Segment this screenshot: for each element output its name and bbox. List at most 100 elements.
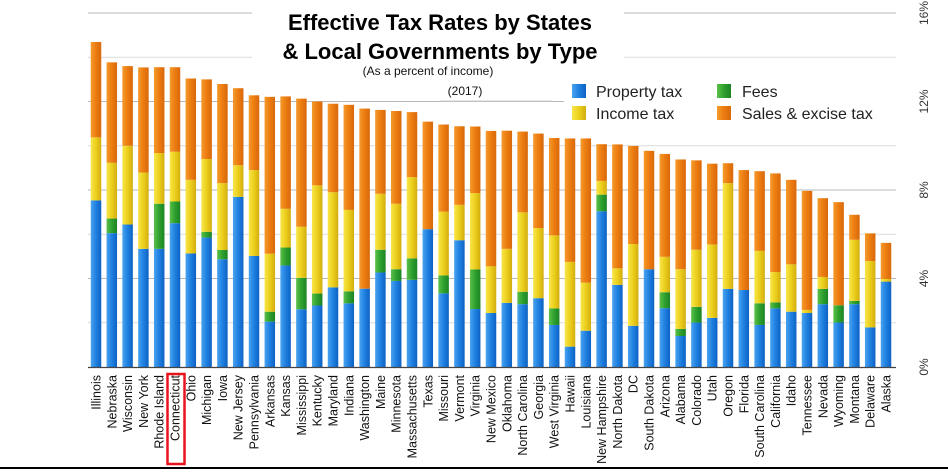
bar-stack-california	[770, 173, 781, 367]
bar-segment-property-tax	[90, 200, 102, 367]
title-background	[252, 4, 624, 94]
bar-segment-sales-excise-tax	[138, 67, 149, 173]
x-tick-label: Kentucky	[311, 374, 325, 426]
bar-segment-fees	[770, 302, 781, 309]
bar-segment-sales-excise-tax	[264, 96, 276, 254]
bar-segment-income-tax	[691, 249, 702, 307]
bar-segment-income-tax	[517, 212, 528, 292]
x-tick-label: Nebraska	[105, 375, 119, 429]
y-tick-label: 12%	[917, 89, 931, 113]
bar-stack-iowa	[217, 84, 228, 367]
bar-segment-income-tax	[612, 268, 623, 285]
bar-segment-sales-excise-tax	[722, 163, 734, 184]
bar-segment-sales-excise-tax	[864, 233, 876, 262]
bar-stack-virginia	[469, 126, 481, 367]
x-tick-label: Iowa	[216, 375, 230, 401]
bar-stack-indiana	[343, 104, 355, 367]
x-tick-label: Michigan	[200, 375, 214, 425]
bar-segment-property-tax	[517, 304, 528, 367]
x-tick-label: New Jersey	[232, 374, 246, 440]
bar-segment-sales-excise-tax	[406, 112, 418, 178]
bar-segment-income-tax	[138, 172, 149, 249]
bar-segment-sales-excise-tax	[785, 179, 797, 265]
bar-segment-property-tax	[280, 265, 291, 367]
bar-segment-property-tax	[422, 229, 434, 367]
x-tick-label: North Dakota	[611, 375, 625, 449]
x-tick-label: South Carolina	[753, 375, 767, 458]
x-tick-label: Colorado	[690, 375, 704, 426]
bar-segment-property-tax	[722, 288, 734, 367]
highlight-box	[166, 372, 186, 466]
bar-segment-income-tax	[770, 272, 781, 303]
bar-segment-fees	[406, 258, 418, 280]
bar-segment-property-tax	[801, 313, 813, 367]
bar-segment-income-tax	[406, 177, 418, 259]
bar-segment-sales-excise-tax	[375, 109, 386, 194]
x-tick-label: Washington	[358, 375, 372, 441]
bar-segment-income-tax	[722, 183, 734, 289]
legend-swatch-income	[572, 106, 586, 120]
bar-segment-income-tax	[754, 250, 765, 304]
x-tick-label: Ohio	[184, 375, 198, 401]
x-tick-label: Missouri	[437, 375, 451, 422]
bar-segment-income-tax	[706, 244, 718, 318]
bar-segment-sales-excise-tax	[675, 159, 686, 270]
bar-segment-income-tax	[375, 193, 386, 250]
x-tick-label: Maine	[374, 375, 388, 409]
bar-segment-property-tax	[169, 223, 181, 367]
bar-stack-illinois	[90, 41, 102, 367]
bar-segment-fees	[201, 231, 212, 238]
bar-segment-fees	[833, 305, 844, 323]
bar-segment-income-tax	[264, 253, 276, 312]
bar-segment-income-tax	[659, 256, 671, 293]
bar-segment-sales-excise-tax	[548, 138, 560, 236]
bar-segment-property-tax	[106, 233, 118, 367]
x-tick-label: Montana	[848, 375, 862, 424]
bar-segment-fees	[754, 303, 765, 325]
bar-stack-oregon	[722, 163, 734, 367]
bar-segment-property-tax	[706, 317, 718, 367]
x-tick-label: Kansas	[279, 375, 293, 417]
bar-stack-maine	[375, 109, 386, 367]
bar-segment-property-tax	[643, 269, 655, 367]
bar-segment-income-tax	[438, 211, 449, 276]
x-tick-label: DC	[627, 375, 641, 393]
bar-segment-property-tax	[864, 327, 876, 367]
bar-stack-arizona	[659, 153, 671, 367]
bar-segment-property-tax	[533, 298, 544, 367]
bar-segment-sales-excise-tax	[580, 138, 592, 283]
bar-segment-sales-excise-tax	[153, 67, 165, 154]
bar-stack-montana	[849, 214, 860, 367]
x-tick-label: California	[769, 375, 783, 428]
bar-segment-sales-excise-tax	[659, 153, 671, 257]
x-tick-label: Pennsylvania	[248, 375, 262, 449]
x-tick-label: Wisconsin	[121, 375, 135, 432]
bar-stack-arkansas	[264, 96, 276, 367]
bar-segment-income-tax	[596, 180, 607, 195]
bar-segment-property-tax	[359, 288, 370, 367]
bar-segment-income-tax	[217, 183, 228, 250]
bar-segment-sales-excise-tax	[296, 98, 307, 227]
bar-segment-property-tax	[754, 324, 765, 367]
x-tick-label: Connecticut	[169, 374, 183, 441]
bar-segment-property-tax	[659, 308, 671, 367]
bar-segment-property-tax	[580, 330, 592, 367]
bar-segment-income-tax	[864, 261, 876, 328]
bar-stack-missouri	[438, 124, 449, 367]
bar-segment-property-tax	[501, 302, 513, 367]
x-axis-labels: Illinois Nebraska Wisconsin New York Rhode I…	[90, 374, 894, 464]
bar-segment-income-tax	[169, 151, 181, 202]
bar-segment-income-tax	[564, 261, 576, 347]
bar-segment-property-tax	[248, 255, 260, 367]
bar-segment-income-tax	[817, 276, 829, 289]
x-tick-label: New York	[137, 374, 151, 428]
bar-segment-income-tax	[90, 137, 102, 201]
x-tick-label: Vermont	[453, 374, 467, 421]
bar-stack-dc	[627, 145, 639, 367]
bar-stack-alaska	[880, 242, 892, 367]
bar-segment-property-tax	[833, 322, 844, 367]
bar-stack-connecticut	[169, 67, 181, 367]
bar-stack-wisconsin	[122, 66, 133, 367]
bar-segment-income-tax	[153, 153, 165, 204]
x-tick-label: Massachusetts	[406, 375, 420, 458]
